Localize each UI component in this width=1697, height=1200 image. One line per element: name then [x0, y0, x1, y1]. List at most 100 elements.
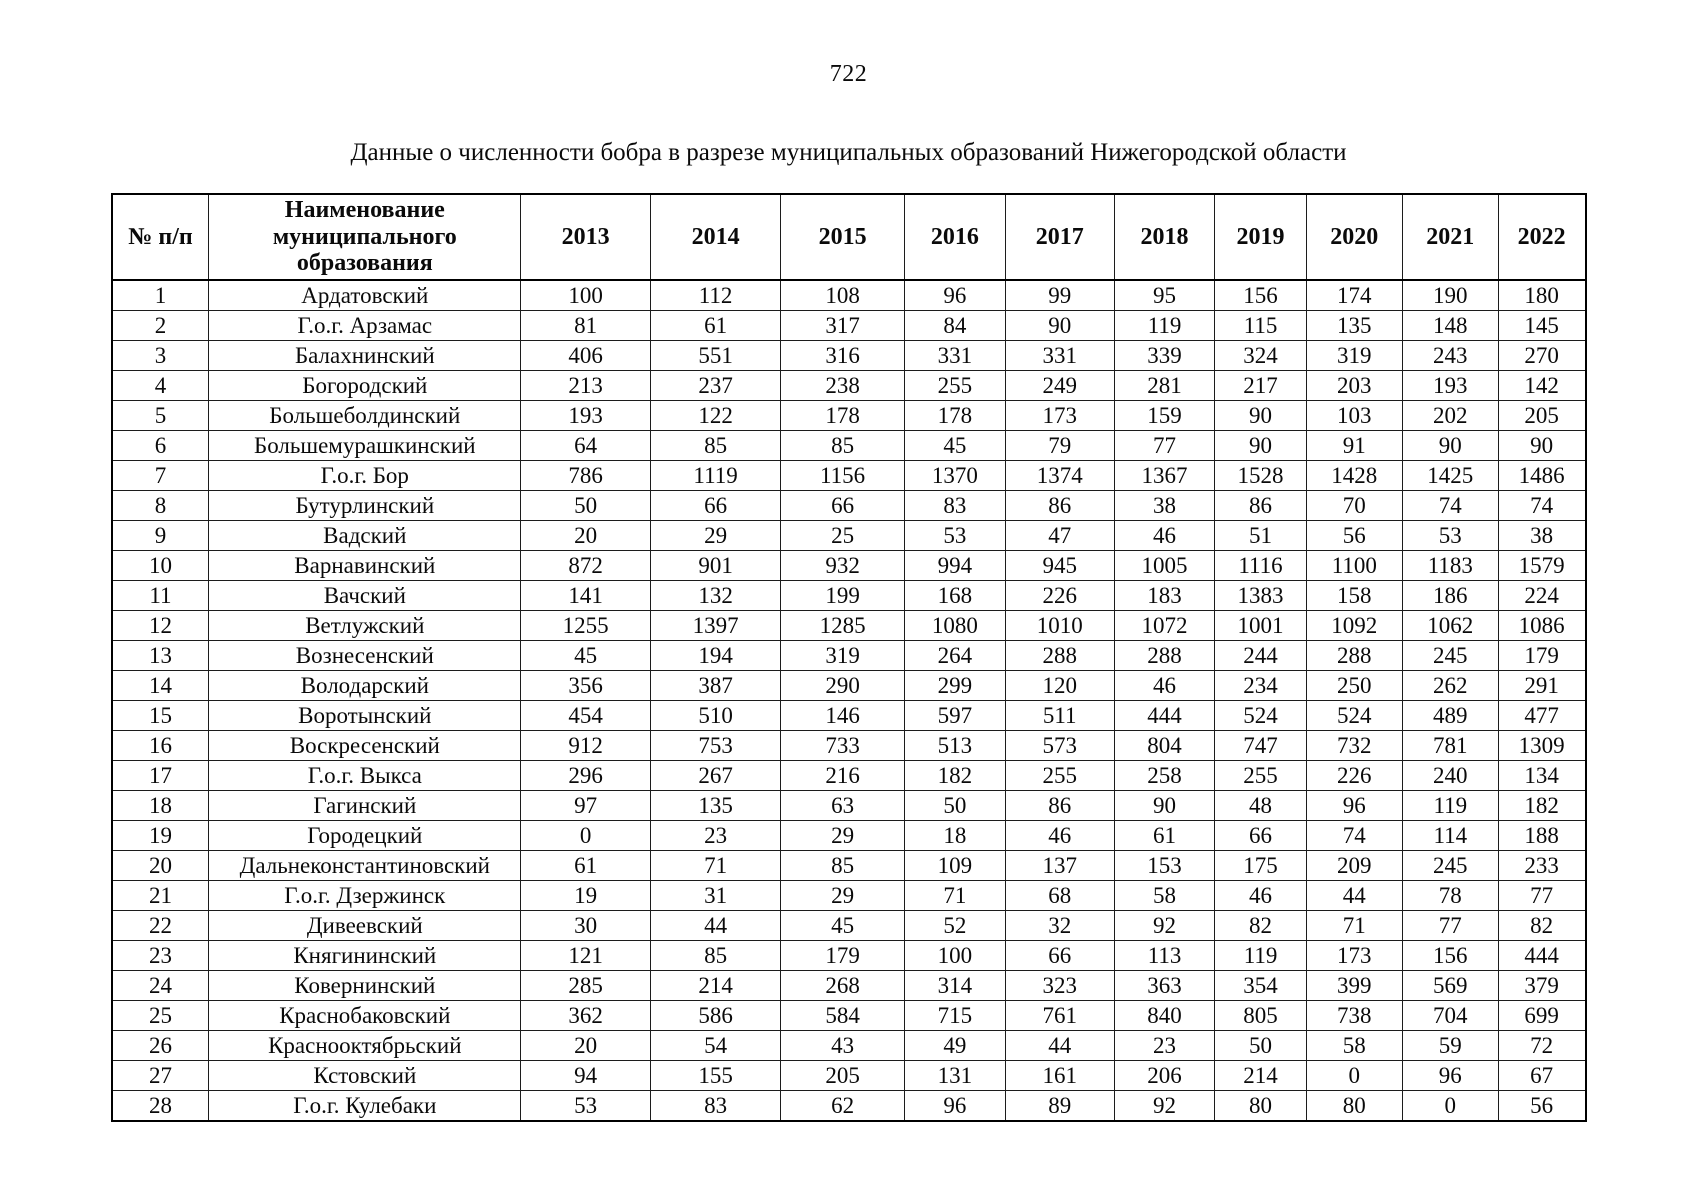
municipality-name: Воротынский — [208, 700, 522, 731]
year-value: 255 — [1214, 760, 1307, 791]
year-value: 264 — [904, 640, 1006, 671]
year-value: 52 — [904, 910, 1006, 941]
header-cell-year-2015: 2015 — [780, 193, 906, 281]
year-value: 267 — [650, 760, 782, 791]
year-value: 1309 — [1497, 730, 1587, 761]
year-value: 255 — [904, 370, 1006, 401]
year-value: 74 — [1305, 820, 1403, 851]
year-value: 932 — [780, 550, 906, 581]
year-value: 113 — [1113, 940, 1216, 971]
year-value: 296 — [520, 760, 652, 791]
year-value: 83 — [904, 490, 1006, 521]
year-value: 699 — [1497, 1000, 1587, 1031]
year-value: 99 — [1004, 279, 1115, 311]
year-value: 1528 — [1214, 460, 1307, 491]
year-value: 1579 — [1497, 550, 1587, 581]
year-value: 387 — [650, 670, 782, 701]
municipality-name: Большемурашкинский — [208, 430, 522, 461]
table-row: 22 Дивеевский 30 44 45 52 32 92 82 71 77… — [110, 910, 1587, 941]
year-value: 67 — [1497, 1060, 1587, 1091]
municipality-name: Ковернинский — [208, 970, 522, 1001]
year-value: 74 — [1497, 490, 1587, 521]
year-value: 44 — [1305, 880, 1403, 911]
row-number: 8 — [110, 490, 210, 521]
year-value: 90 — [1214, 400, 1307, 431]
year-value: 1255 — [520, 610, 652, 641]
year-value: 291 — [1497, 670, 1587, 701]
row-number: 28 — [110, 1090, 210, 1122]
year-value: 46 — [1113, 520, 1216, 551]
row-number: 9 — [110, 520, 210, 551]
year-value: 31 — [650, 880, 782, 911]
year-value: 399 — [1305, 970, 1403, 1001]
year-value: 319 — [780, 640, 906, 671]
table-row: 24 Ковернинский 285 214 268 314 323 363 … — [110, 970, 1587, 1001]
municipality-name: Краснобаковский — [208, 1000, 522, 1031]
year-value: 85 — [780, 430, 906, 461]
municipality-name: Г.о.г. Дзержинск — [208, 880, 522, 911]
year-value: 234 — [1214, 670, 1307, 701]
table-row: 23 Княгининский 121 85 179 100 66 113 11… — [110, 940, 1587, 971]
municipality-name: Г.о.г. Кулебаки — [208, 1090, 522, 1122]
year-value: 85 — [780, 850, 906, 881]
year-value: 71 — [1305, 910, 1403, 941]
year-value: 290 — [780, 670, 906, 701]
year-value: 406 — [520, 340, 652, 371]
year-value: 100 — [904, 940, 1006, 971]
year-value: 96 — [904, 279, 1006, 311]
year-value: 1092 — [1305, 610, 1403, 641]
table-row: 5 Большеболдинский 193 122 178 178 173 1… — [110, 400, 1587, 431]
table-row: 11 Вачский 141 132 199 168 226 183 1383 … — [110, 580, 1587, 611]
row-number: 7 — [110, 460, 210, 491]
year-value: 489 — [1401, 700, 1499, 731]
year-value: 135 — [650, 790, 782, 821]
table-row: 20 Дальнеконстантиновский 61 71 85 109 1… — [110, 850, 1587, 881]
year-value: 134 — [1497, 760, 1587, 791]
year-value: 511 — [1004, 700, 1115, 731]
row-number: 22 — [110, 910, 210, 941]
year-value: 68 — [1004, 880, 1115, 911]
table-row: 3 Балахнинский 406 551 316 331 331 339 3… — [110, 340, 1587, 371]
year-value: 83 — [650, 1090, 782, 1122]
year-value: 0 — [1401, 1090, 1499, 1122]
year-value: 781 — [1401, 730, 1499, 761]
year-value: 44 — [650, 910, 782, 941]
year-value: 78 — [1401, 880, 1499, 911]
year-value: 586 — [650, 1000, 782, 1031]
year-value: 90 — [1497, 430, 1587, 461]
year-value: 226 — [1305, 760, 1403, 791]
year-value: 288 — [1305, 640, 1403, 671]
year-value: 108 — [780, 279, 906, 311]
year-value: 46 — [1004, 820, 1115, 851]
year-value: 183 — [1113, 580, 1216, 611]
year-value: 90 — [1401, 430, 1499, 461]
year-value: 288 — [1004, 640, 1115, 671]
municipality-name: Бутурлинский — [208, 490, 522, 521]
year-value: 747 — [1214, 730, 1307, 761]
year-value: 1005 — [1113, 550, 1216, 581]
year-value: 245 — [1401, 640, 1499, 671]
year-value: 45 — [520, 640, 652, 671]
year-value: 109 — [904, 850, 1006, 881]
year-value: 1367 — [1113, 460, 1216, 491]
year-value: 61 — [520, 850, 652, 881]
year-value: 84 — [904, 310, 1006, 341]
year-value: 597 — [904, 700, 1006, 731]
year-value: 331 — [1004, 340, 1115, 371]
table-row: 6 Большемурашкинский 64 85 85 45 79 77 9… — [110, 430, 1587, 461]
year-value: 173 — [1305, 940, 1403, 971]
year-value: 71 — [904, 880, 1006, 911]
municipality-name: Володарский — [208, 670, 522, 701]
year-value: 226 — [1004, 580, 1115, 611]
row-number: 21 — [110, 880, 210, 911]
header-row: № п/п Наименование муниципального образо… — [110, 193, 1587, 281]
table-row: 1 Ардатовский 100 112 108 96 99 95 156 1… — [110, 279, 1587, 311]
year-value: 255 — [1004, 760, 1115, 791]
year-value: 1383 — [1214, 580, 1307, 611]
year-value: 268 — [780, 970, 906, 1001]
year-value: 186 — [1401, 580, 1499, 611]
year-value: 193 — [520, 400, 652, 431]
year-value: 30 — [520, 910, 652, 941]
year-value: 148 — [1401, 310, 1499, 341]
year-value: 137 — [1004, 850, 1115, 881]
